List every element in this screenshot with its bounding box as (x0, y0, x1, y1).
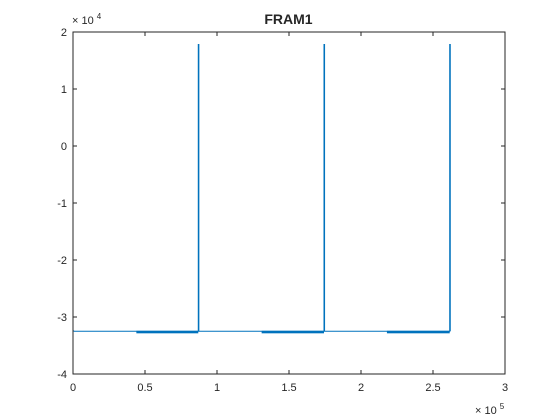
y-tick-label: 2 (61, 27, 67, 39)
x-exponent-power: 5 (500, 402, 505, 411)
x-tick-label: 0.5 (137, 382, 152, 394)
y-exponent-label: × 10 4 (72, 12, 102, 27)
x-tick-label: 0 (70, 382, 76, 394)
y-exponent-power: 4 (97, 12, 102, 21)
series-line (72, 44, 451, 332)
signal-noise-band (261, 330, 324, 334)
x-tick-label: 2.5 (425, 382, 440, 394)
x-tick-label: 2 (358, 382, 364, 394)
data-series (72, 44, 451, 334)
x-tick-label: 1 (214, 382, 220, 394)
x-tick-label: 1.5 (281, 382, 296, 394)
y-tick-label: -2 (57, 255, 67, 267)
chart-title: FRAM1 (264, 11, 312, 27)
x-tick-label: 3 (502, 382, 508, 394)
axes-box (72, 31, 506, 375)
signal-noise-band (136, 330, 199, 334)
x-exponent-label: × 10 5 (475, 402, 505, 417)
y-exponent-base: × 10 (72, 15, 94, 27)
signal-noise-band (386, 330, 450, 334)
y-tick-label: 0 (61, 141, 67, 153)
x-exponent-base: × 10 (475, 405, 497, 417)
y-tick-label: -3 (57, 312, 67, 324)
y-tick-label: -1 (57, 198, 67, 210)
plot-area (73, 32, 505, 374)
y-tick-label: -4 (57, 369, 67, 381)
tick-labels: 0 0.5 1 1.5 2 2.5 3 -4 -3 -2 -1 0 1 2 (57, 27, 508, 394)
y-tick-label: 1 (61, 84, 67, 96)
